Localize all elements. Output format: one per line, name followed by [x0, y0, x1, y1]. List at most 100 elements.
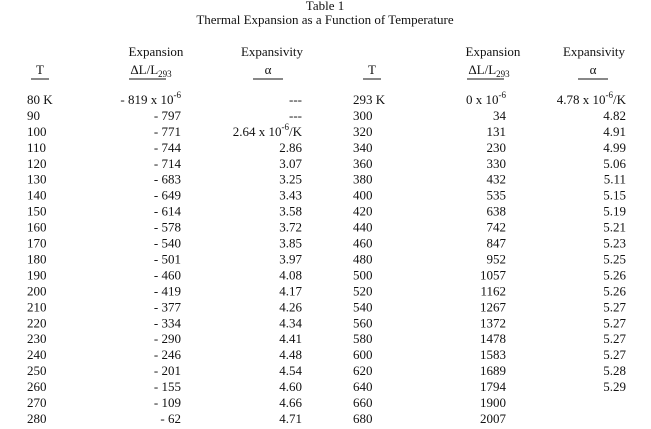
- cell-expansivity: 3.43: [279, 188, 302, 203]
- cell-expansion: - 460: [154, 267, 181, 282]
- cell-temperature: 240: [27, 347, 47, 362]
- cell-expansion: - 377: [154, 299, 182, 314]
- cell-expansion: - 819 x 10-6: [120, 90, 181, 107]
- cell-temperature: 680: [353, 411, 373, 426]
- cell-expansivity: 5.27: [603, 347, 626, 362]
- header-expansivity-unit: α: [265, 62, 272, 77]
- cell-expansion: 847: [487, 236, 507, 251]
- cell-expansivity: 4.66: [279, 395, 302, 410]
- cell-expansivity: 3.58: [279, 204, 302, 219]
- table-title: Table 1: [306, 0, 344, 13]
- cell-temperature: 200: [27, 283, 47, 298]
- cell-expansivity: 5.27: [603, 315, 626, 330]
- cell-expansivity: 4.99: [603, 140, 626, 155]
- cell-expansion: - 109: [154, 395, 181, 410]
- cell-temperature: 293 K: [353, 92, 386, 107]
- cell-temperature: 140: [27, 188, 47, 203]
- cell-expansion: - 62: [160, 411, 181, 426]
- cell-temperature: 660: [353, 395, 373, 410]
- cell-expansion-sup: -6: [499, 90, 507, 100]
- cell-expansivity: 4.91: [603, 124, 626, 139]
- cell-expansivity: ---: [289, 108, 302, 123]
- cell-expansion: 1583: [480, 347, 506, 362]
- cell-temperature: 230: [27, 331, 47, 346]
- cell-expansion: 1900: [480, 395, 506, 410]
- cell-expansion: 1478: [480, 331, 506, 346]
- cell-temperature: 210: [27, 299, 47, 314]
- cell-expansivity: 2.64 x 10-6/K: [233, 122, 303, 139]
- cell-expansivity: 4.54: [279, 363, 302, 378]
- cell-expansion: - 540: [154, 236, 181, 251]
- cell-expansivity: 4.48: [279, 347, 302, 362]
- header-expansivity-unit: α: [590, 62, 597, 77]
- cell-expansion: 1162: [480, 283, 506, 298]
- cell-expansivity: 5.29: [603, 379, 626, 394]
- cell-temperature: 250: [27, 363, 47, 378]
- cell-temperature: 180: [27, 251, 47, 266]
- cell-temperature: 90: [27, 108, 40, 123]
- cell-expansion: 1057: [480, 267, 507, 282]
- cell-expansivity: 3.97: [279, 251, 302, 266]
- cell-temperature: 540: [353, 299, 373, 314]
- cell-temperature: 260: [27, 379, 47, 394]
- cell-expansion: 131: [487, 124, 507, 139]
- cell-expansivity: 5.26: [603, 283, 626, 298]
- cell-temperature: 620: [353, 363, 373, 378]
- cell-expansivity: 5.28: [603, 363, 626, 378]
- cell-temperature: 400: [353, 188, 373, 203]
- cell-expansion: 952: [487, 251, 507, 266]
- cell-temperature: 580: [353, 331, 373, 346]
- header-expansion-unit: ΔL/L293: [468, 62, 510, 79]
- cell-expansion: 1689: [480, 363, 506, 378]
- cell-expansion: - 683: [154, 172, 181, 187]
- header-t: T: [368, 62, 376, 77]
- cell-expansion: 2007: [480, 411, 507, 426]
- cell-expansion: - 155: [154, 379, 181, 394]
- cell-expansivity-after: /K: [289, 124, 303, 139]
- cell-expansion: - 771: [154, 124, 181, 139]
- cell-temperature: 270: [27, 395, 47, 410]
- cell-temperature: 440: [353, 220, 373, 235]
- cell-expansion-sup: -6: [174, 90, 182, 100]
- cell-expansion: 1372: [480, 315, 506, 330]
- cell-expansivity: 4.71: [279, 411, 302, 426]
- cell-expansivity: 4.60: [279, 379, 302, 394]
- header-expansion-unit-sub: 293: [158, 69, 172, 79]
- cell-expansivity-base: 4.78 x 10: [557, 92, 606, 107]
- cell-temperature: 360: [353, 156, 373, 171]
- cell-expansivity: ---: [289, 92, 302, 107]
- header-expansivity: Expansivity: [241, 44, 304, 59]
- cell-temperature: 300: [353, 108, 373, 123]
- cell-expansivity: 4.26: [279, 299, 302, 314]
- cell-expansivity: 5.27: [603, 331, 626, 346]
- cell-expansion: 330: [487, 156, 507, 171]
- cell-temperature: 220: [27, 315, 47, 330]
- cell-expansion: 0 x 10-6: [466, 90, 506, 107]
- cell-expansion: 1267: [480, 299, 507, 314]
- cell-temperature: 150: [27, 204, 47, 219]
- cell-expansivity: 5.15: [603, 188, 626, 203]
- cell-expansion: 638: [487, 204, 507, 219]
- cell-expansivity: 3.72: [279, 220, 302, 235]
- cell-expansion: - 744: [154, 140, 182, 155]
- cell-expansion: - 334: [154, 315, 182, 330]
- cell-temperature: 420: [353, 204, 373, 219]
- cell-expansion: 230: [487, 140, 507, 155]
- cell-temperature: 130: [27, 172, 47, 187]
- cell-temperature: 280: [27, 411, 47, 426]
- cell-expansivity: 5.19: [603, 204, 626, 219]
- cell-expansivity: 5.11: [604, 172, 626, 187]
- cell-expansivity: 5.21: [603, 220, 626, 235]
- cell-expansivity: 4.41: [279, 331, 302, 346]
- cell-expansion: - 578: [154, 220, 181, 235]
- cell-temperature: 120: [27, 156, 47, 171]
- cell-expansivity: 3.25: [279, 172, 302, 187]
- cell-temperature: 560: [353, 315, 373, 330]
- table-subtitle: Thermal Expansion as a Function of Tempe…: [196, 12, 454, 27]
- cell-expansivity: 5.06: [603, 156, 626, 171]
- cell-expansion: - 201: [154, 363, 181, 378]
- cell-expansivity: 5.26: [603, 267, 626, 282]
- cell-temperature: 460: [353, 236, 373, 251]
